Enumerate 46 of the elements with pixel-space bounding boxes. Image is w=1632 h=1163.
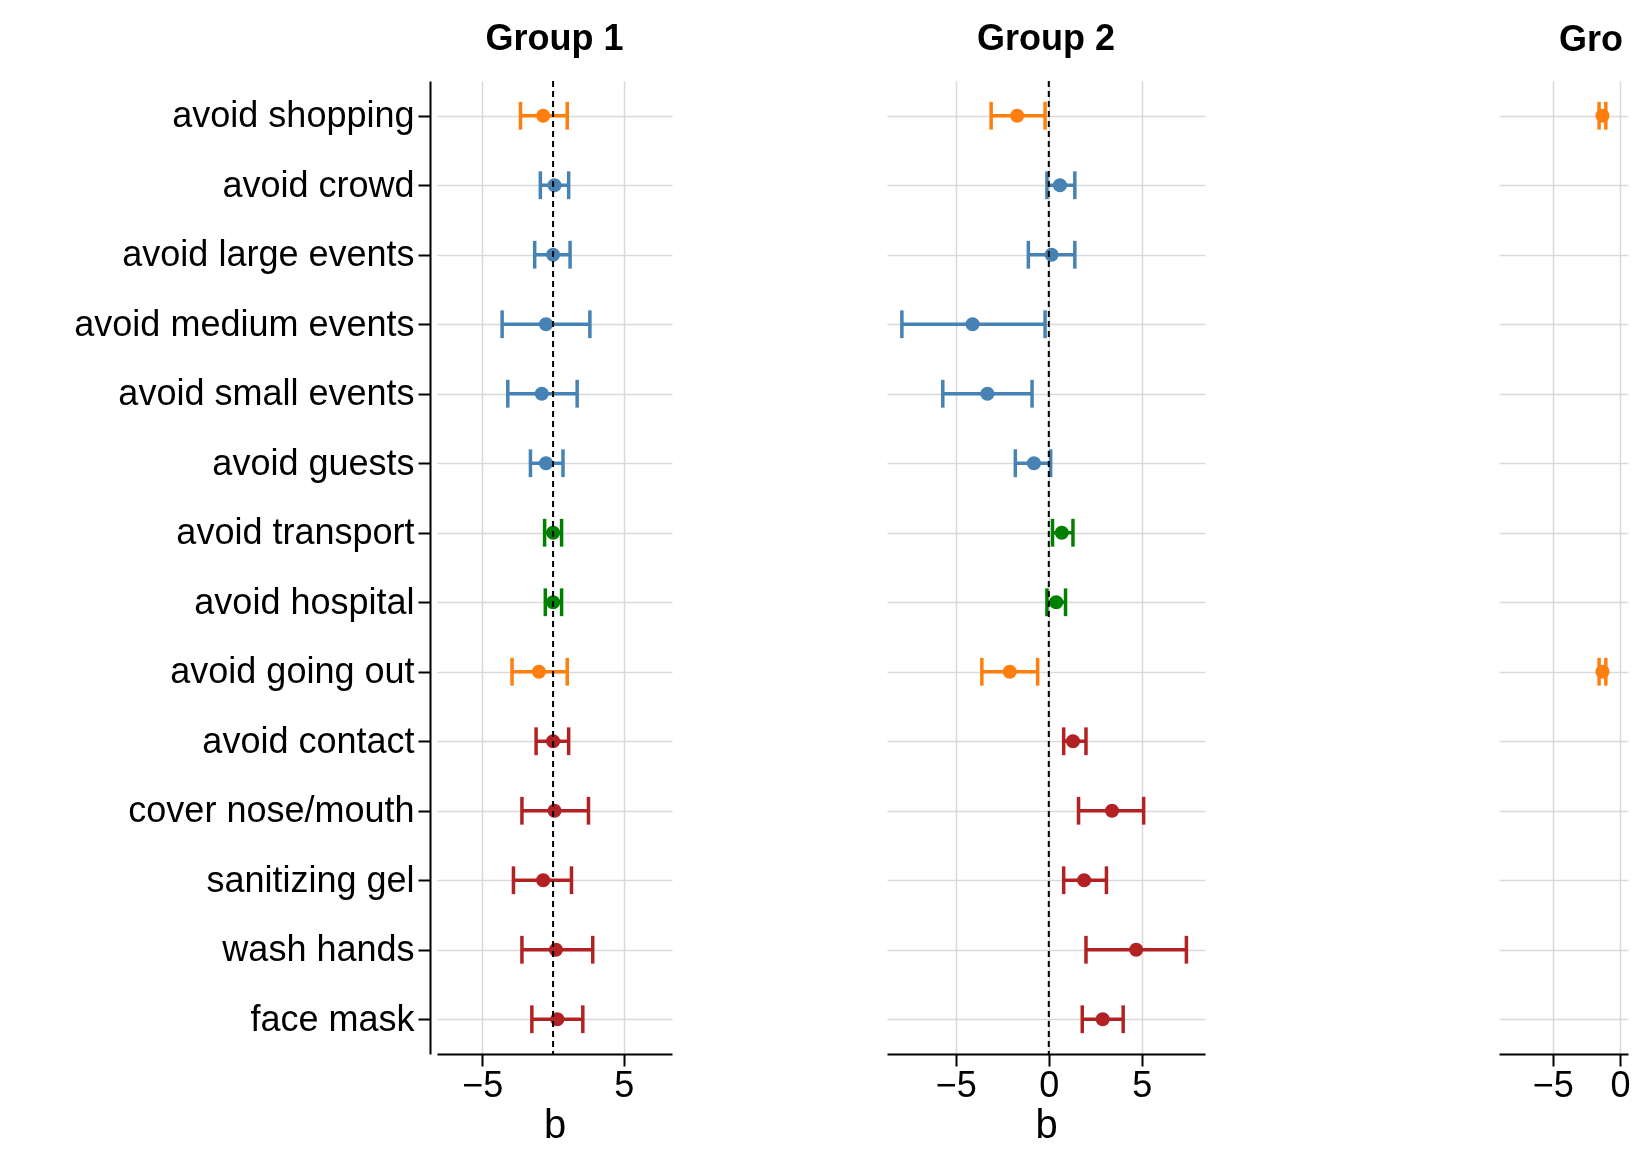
y-tick-label: avoid shopping	[172, 94, 415, 136]
chart-title: Gro	[1559, 18, 1624, 59]
chart-title: Group 2	[976, 17, 1116, 58]
x-tick-label: 5	[614, 1063, 635, 1105]
y-tick-label: avoid hospital	[194, 580, 415, 622]
point	[538, 456, 554, 471]
y-tick-label: cover nose/mouth	[128, 789, 415, 831]
point	[531, 664, 546, 679]
x-tick-label: −5	[462, 1063, 504, 1105]
y-tick-label: avoid small events	[118, 372, 415, 414]
y-tick-label: avoid guests	[212, 441, 415, 483]
point	[538, 317, 554, 332]
y-tick-label: avoid transport	[176, 511, 415, 553]
point	[546, 525, 561, 540]
x-axis-title: b	[543, 1101, 567, 1146]
point	[536, 873, 551, 888]
point	[1049, 595, 1064, 610]
point	[1065, 734, 1081, 749]
point	[1026, 456, 1041, 471]
point	[1077, 873, 1092, 888]
x-tick-label: 5	[1132, 1063, 1153, 1105]
x-tick-label: −5	[935, 1063, 977, 1105]
point	[965, 317, 980, 332]
y-tick-label: avoid going out	[170, 650, 415, 692]
chart-title: Group 1	[485, 17, 624, 58]
point	[550, 1012, 565, 1027]
point	[1052, 178, 1068, 193]
y-tick-label: wash hands	[221, 928, 415, 970]
point	[980, 386, 995, 401]
y-tick-label: avoid medium events	[74, 302, 415, 344]
y-tick-label: sanitizing gel	[206, 858, 415, 900]
point	[1104, 803, 1120, 818]
point	[1054, 525, 1069, 540]
y-tick-label: avoid contact	[202, 719, 415, 761]
y-tick-label: avoid large events	[122, 233, 415, 275]
point	[1095, 1012, 1110, 1027]
point	[534, 386, 549, 401]
point	[536, 108, 551, 123]
point	[1010, 108, 1025, 123]
point	[1002, 664, 1017, 679]
x-tick-label: −5	[1532, 1063, 1574, 1105]
point	[546, 247, 561, 262]
x-tick-label: 0	[1610, 1063, 1631, 1105]
y-tick-label: avoid crowd	[222, 163, 415, 205]
y-tick-label: face mask	[250, 997, 416, 1039]
point	[1129, 942, 1144, 957]
